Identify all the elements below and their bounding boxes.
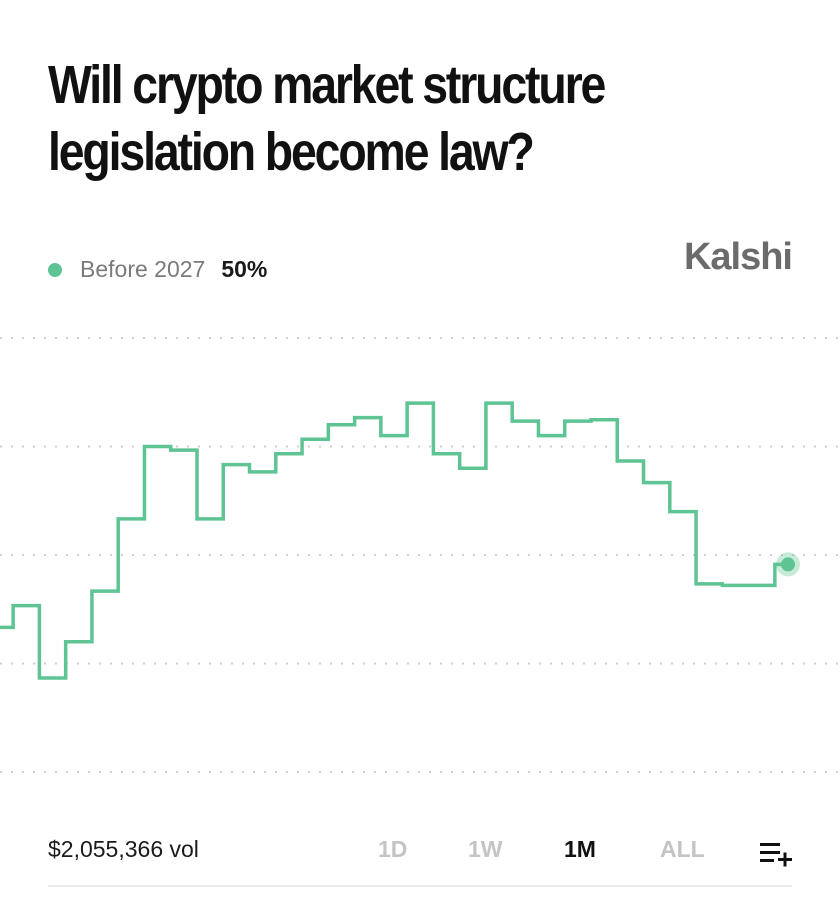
series-dot-icon xyxy=(48,262,62,277)
footer-divider xyxy=(48,885,792,887)
page-title: Will crypto market structure legislation… xyxy=(48,55,606,182)
time-range-selector: 1D 1W 1M ALL xyxy=(378,836,740,863)
series-line xyxy=(0,401,788,680)
endpoint-dot xyxy=(781,557,795,572)
legend-value: 50% xyxy=(221,256,268,282)
range-1w-button[interactable]: 1W xyxy=(468,836,564,863)
chart-footer: $2,055,366 vol 1D 1W 1M ALL xyxy=(48,833,792,869)
legend: Before 2027 50% xyxy=(48,256,267,283)
chart-grid xyxy=(0,337,840,773)
range-all-button[interactable]: ALL xyxy=(660,836,740,863)
legend-label: Before 2027 xyxy=(80,256,206,282)
range-1d-button[interactable]: 1D xyxy=(378,836,468,863)
list-add-icon[interactable] xyxy=(758,839,794,867)
brand-logo: Kalshi xyxy=(683,236,793,278)
range-1m-button[interactable]: 1M xyxy=(564,836,660,863)
volume-label: $2,055,366 vol xyxy=(48,836,199,862)
